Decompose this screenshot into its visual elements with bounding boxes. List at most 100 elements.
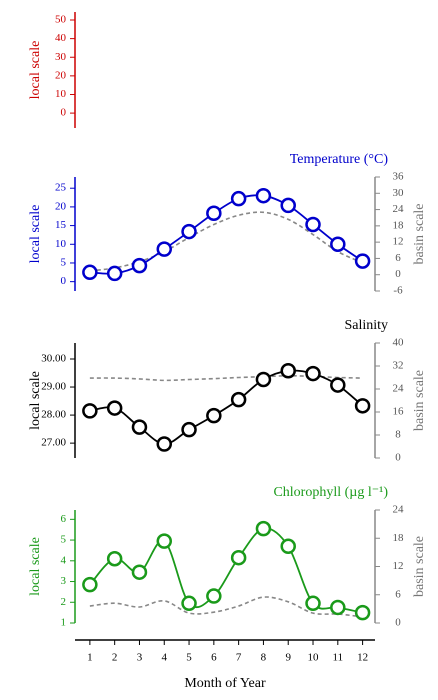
y2-axis-label: basin scale xyxy=(412,370,427,431)
marker xyxy=(280,197,296,214)
y-tick-label: 29.00 xyxy=(41,381,66,393)
marker xyxy=(82,264,98,281)
marker xyxy=(181,223,197,240)
marker xyxy=(156,533,173,549)
marker xyxy=(230,391,247,408)
marker xyxy=(156,241,173,257)
y-tick-label: 20 xyxy=(55,200,67,212)
y2-tick-label: 6 xyxy=(395,588,401,600)
y2-axis-label: basin scale xyxy=(412,203,427,264)
panel-title: Chlorophyll (µg l⁻¹) xyxy=(273,485,388,500)
x-tick-label: 9 xyxy=(285,652,291,664)
y-tick-label: 1 xyxy=(61,617,67,629)
x-tick-label: 11 xyxy=(333,652,344,664)
x-tick-label: 7 xyxy=(236,652,242,664)
marker xyxy=(330,599,346,616)
local-line xyxy=(89,194,364,275)
y-tick-label: 30 xyxy=(55,51,67,63)
marker xyxy=(305,365,321,382)
y-tick-label: 0 xyxy=(61,107,67,119)
y-tick-label: 6 xyxy=(61,513,67,525)
marker xyxy=(82,576,98,593)
y2-tick-label: 12 xyxy=(393,560,404,572)
marker xyxy=(206,205,222,222)
x-tick-label: 6 xyxy=(211,652,217,664)
marker xyxy=(255,371,272,388)
y2-tick-label: 18 xyxy=(393,219,405,231)
y-tick-label: 50 xyxy=(55,14,67,26)
y-axis-label: local scale xyxy=(28,537,43,596)
marker xyxy=(206,588,222,604)
y-tick-label: 4 xyxy=(61,554,67,566)
marker xyxy=(106,550,123,567)
y2-tick-label: 36 xyxy=(393,171,405,183)
y2-tick-label: 24 xyxy=(393,504,405,516)
y-tick-label: 25 xyxy=(55,182,67,194)
marker xyxy=(305,216,321,233)
y2-tick-label: 16 xyxy=(393,406,405,418)
marker xyxy=(230,549,247,566)
marker xyxy=(255,187,272,204)
x-tick-label: 3 xyxy=(137,652,143,664)
x-tick-label: 2 xyxy=(112,652,118,664)
x-tick-label: 1 xyxy=(87,652,93,664)
panel-title: Salinity xyxy=(344,318,388,333)
y-axis-label: local scale xyxy=(28,371,43,430)
y2-tick-label: 18 xyxy=(393,532,405,544)
x-tick-label: 5 xyxy=(186,652,192,664)
x-tick-label: 4 xyxy=(162,652,168,664)
x-tick-label: 8 xyxy=(261,652,267,664)
marker xyxy=(131,419,148,435)
marker xyxy=(280,363,296,379)
x-tick-label: 10 xyxy=(308,652,320,664)
local-line xyxy=(89,369,364,445)
marker xyxy=(305,595,321,612)
marker xyxy=(230,190,247,207)
x-axis-label: Month of Year xyxy=(184,676,266,691)
y2-tick-label: 0 xyxy=(395,452,401,464)
marker xyxy=(255,520,272,537)
marker xyxy=(354,398,371,414)
marker xyxy=(181,595,197,612)
marker xyxy=(106,400,123,416)
y-tick-label: 20 xyxy=(55,69,67,81)
x-tick-label: 12 xyxy=(357,652,368,664)
marker xyxy=(181,421,197,438)
marker xyxy=(131,257,148,274)
y2-tick-label: 0 xyxy=(395,268,401,280)
marker xyxy=(280,538,296,555)
y2-tick-label: 40 xyxy=(393,337,405,349)
y-tick-label: 10 xyxy=(55,88,67,100)
y2-axis-label: basin scale xyxy=(412,536,427,597)
y2-tick-label: 0 xyxy=(395,617,401,629)
basin-line xyxy=(89,596,363,618)
local-line xyxy=(89,527,363,614)
y-tick-label: 40 xyxy=(55,32,67,44)
y-tick-label: 27.00 xyxy=(41,437,66,449)
y-tick-label: 28.00 xyxy=(41,409,66,421)
y-tick-label: 3 xyxy=(61,575,67,587)
y2-tick-label: 24 xyxy=(393,383,405,395)
y-tick-label: 10 xyxy=(55,238,67,250)
y-tick-label: 5 xyxy=(61,256,67,268)
y2-tick-label: 6 xyxy=(395,252,401,264)
y-tick-label: 2 xyxy=(61,596,67,608)
marker xyxy=(206,407,222,424)
y2-tick-label: 8 xyxy=(395,429,401,441)
marker xyxy=(82,403,98,419)
y-tick-label: 0 xyxy=(61,275,67,287)
marker xyxy=(106,265,123,282)
y2-tick-label: 32 xyxy=(393,360,404,372)
panel-title: Temperature (°C) xyxy=(290,152,389,167)
y-tick-label: 30.00 xyxy=(41,353,66,365)
marker xyxy=(131,564,148,580)
marker xyxy=(330,236,346,253)
y-tick-label: 5 xyxy=(61,534,67,546)
basin-line xyxy=(89,211,363,272)
y2-tick-label: 12 xyxy=(393,236,404,248)
marker xyxy=(330,377,346,393)
marker xyxy=(156,436,173,452)
marker xyxy=(354,253,371,269)
y-tick-label: 15 xyxy=(55,219,67,231)
